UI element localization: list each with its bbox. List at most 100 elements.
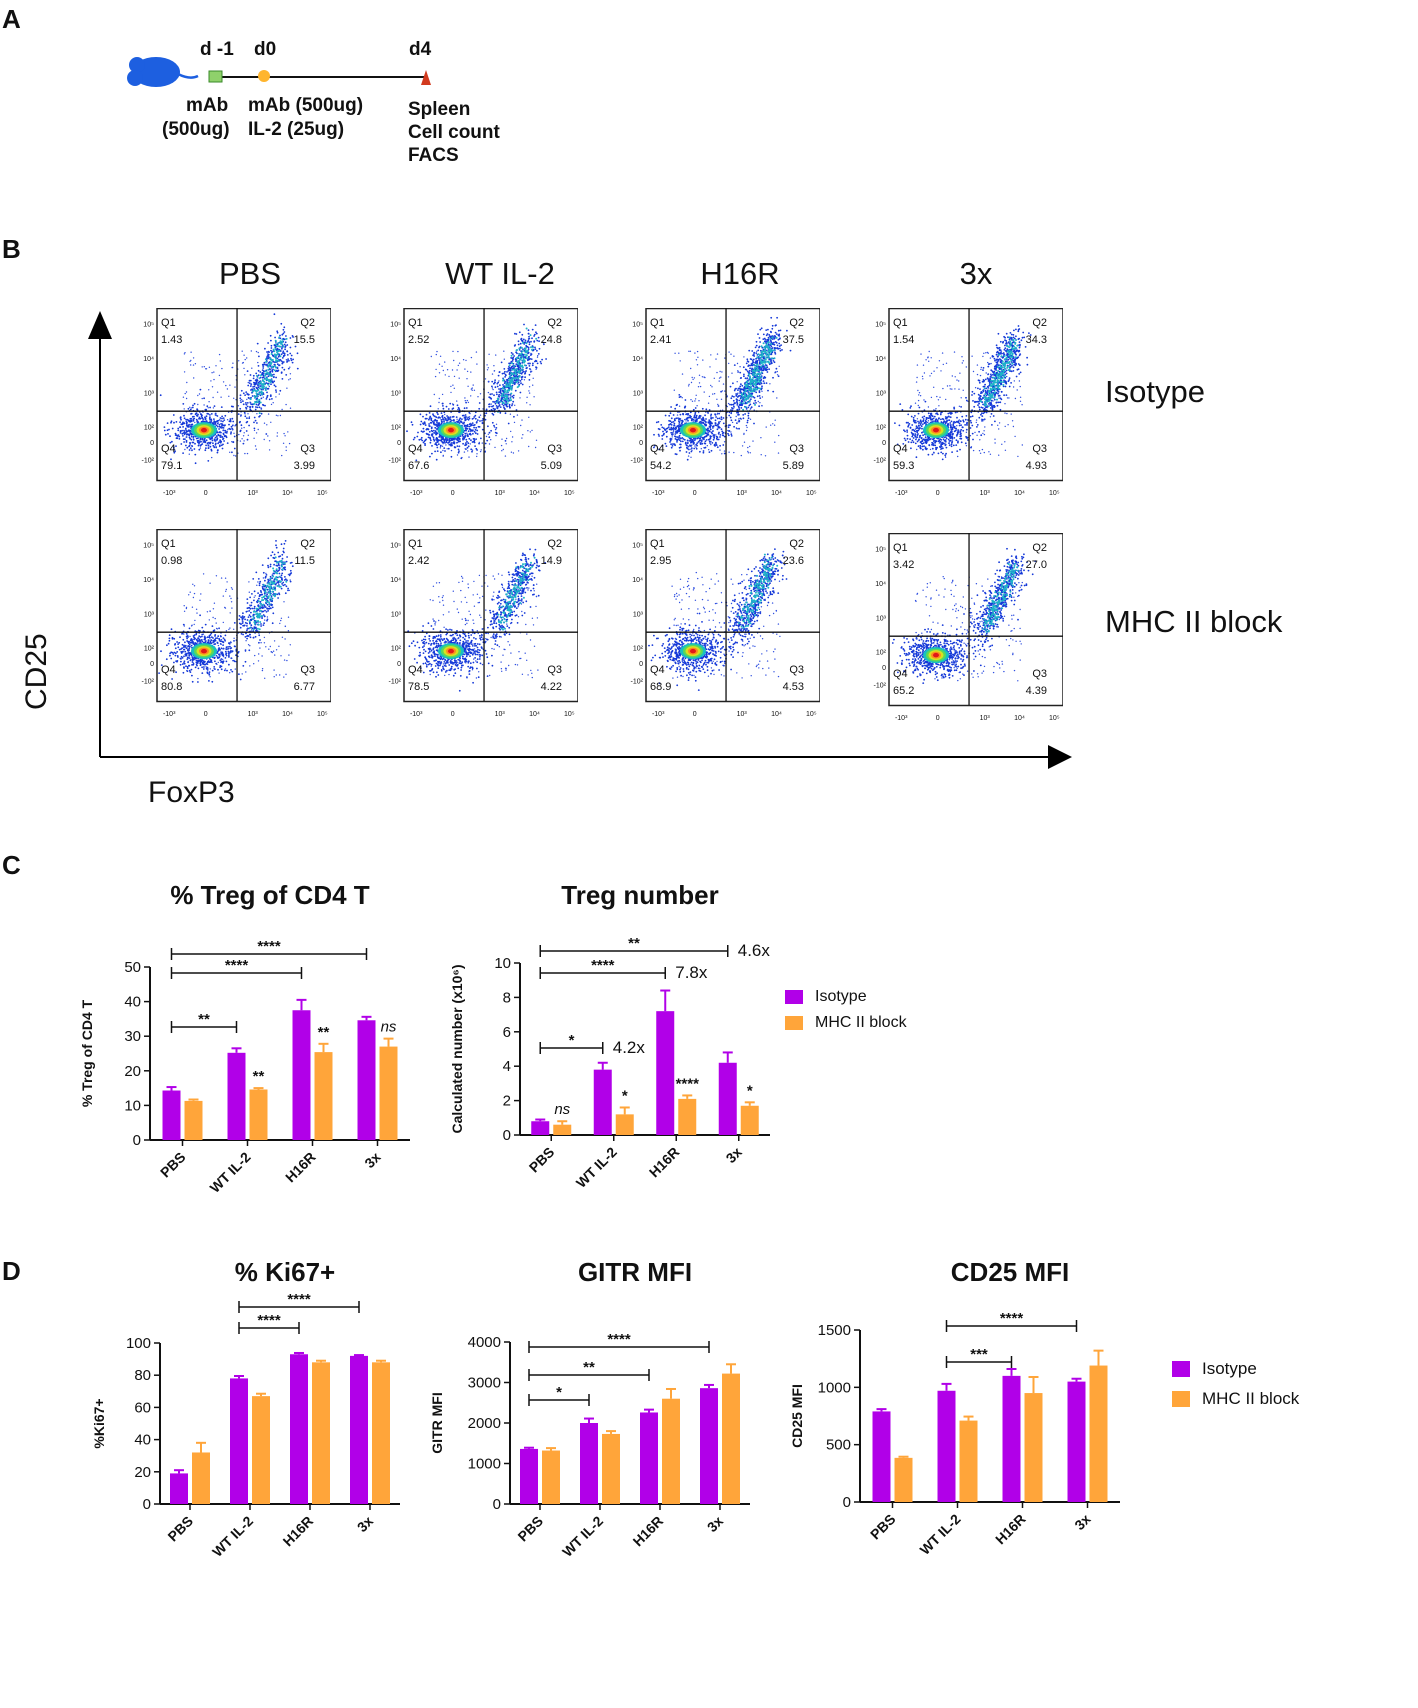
- c0-y-tick-label-3: 30: [124, 1028, 141, 1045]
- chart-gitr: 0 1000 2000 3000 4000 GITR MFI PBS WT IL-2 H16R 3…: [430, 1331, 750, 1560]
- flow-plot-isotype-wt-y-tick-1: 10⁴: [390, 356, 401, 363]
- c0-bar-isotype-3: [357, 1020, 376, 1140]
- flow-plot-isotype-h16r-q2-value: 37.5: [783, 334, 804, 346]
- c2-y-tick-label-3: 60: [134, 1399, 151, 1416]
- endpoint-triangle-icon: [421, 70, 431, 85]
- c3-bracket-0-label: *: [556, 1384, 562, 1401]
- c1-sig-mark-3: *: [747, 1082, 753, 1099]
- flow-plot-mhc-3x-q1-value: 3.42: [893, 559, 914, 571]
- flow-plot-mhc-wt-q3-name: Q3: [547, 664, 562, 676]
- flow-plot-isotype-pbs-x-tick-2: 10³: [248, 490, 259, 497]
- flow-plot-isotype-3x-q2-value: 34.3: [1026, 334, 1047, 346]
- chart-title-treg-number: Treg number: [561, 880, 719, 910]
- chart-treg-pct: 0 10 20 30 40 50 % Treg of CD4 T PBS WT IL-2 H16R…: [79, 938, 410, 1196]
- flow-plot-mhc-pbs-q2-name: Q2: [300, 538, 315, 550]
- c0-sig-mark-3: ns: [381, 1019, 397, 1036]
- c4-x-tick-label-1: WT IL-2: [917, 1511, 964, 1558]
- injection-dot-icon: [258, 70, 270, 82]
- flow-plot-isotype-wt-y-tick-3: 10²: [391, 425, 402, 432]
- flow-plot-isotype-pbs-y-tick-0: 10⁵: [143, 321, 154, 328]
- c0-bar-mhc-2: [314, 1052, 333, 1140]
- flow-plot-mhc-wt-y-tick-0: 10⁵: [390, 542, 401, 549]
- c3-y-tick-label-3: 3000: [468, 1375, 501, 1392]
- flow-plot-isotype-3x-density: [894, 325, 1032, 461]
- flow-plot-mhc-pbs-q2-value: 11.5: [294, 555, 315, 567]
- flow-plot-mhc-3x-q3-name: Q3: [1032, 668, 1047, 680]
- flow-plot-isotype-wt-q3-name: Q3: [547, 443, 562, 455]
- flow-plot-mhc-h16r-density: [648, 548, 788, 691]
- flow-plot-isotype-pbs-y-tick-3: 10²: [144, 425, 155, 432]
- c3-bar-isotype-2: [640, 1412, 658, 1504]
- c0-bar-mhc-1: [249, 1089, 268, 1140]
- chart-title-ki67: % Ki67+: [234, 1257, 336, 1287]
- c0-bar-isotype-1: [227, 1052, 246, 1140]
- flow-plot-mhc-h16r-q4-name: Q4: [650, 664, 665, 676]
- flow-plot-mhc-3x-x-tick-0: -10³: [895, 715, 908, 722]
- c2-bar-mhc-2: [312, 1362, 330, 1504]
- flow-plot-isotype-3x-x-tick-1: 0: [936, 490, 940, 497]
- day-4-label: d4: [409, 39, 432, 60]
- flow-plot-mhc-3x-x-tick-3: 10⁴: [1014, 715, 1025, 722]
- c0-sig-mark-1: **: [253, 1068, 265, 1085]
- flow-plot-isotype-wt-q3-value: 5.09: [541, 460, 562, 472]
- flow-plot-mhc-wt-y-tick-1: 10⁴: [390, 577, 401, 584]
- flow-plot-mhc-3x-y-tick-4: 0: [882, 665, 886, 672]
- flow-plot-isotype-3x-y-tick-0: 10⁵: [875, 321, 886, 328]
- flow-plot-isotype-h16r-q2-name: Q2: [789, 317, 804, 329]
- flow-plot-isotype-h16r: Q1 2.41 Q2 37.5 Q3 5.89 Q4 54.2 10⁵ 10⁴ 10³ 10² 0 -10…: [631, 308, 820, 497]
- legend-d: Isotype MHC II block: [1172, 1354, 1299, 1414]
- c4-bar-isotype-0: [872, 1411, 891, 1502]
- c1-x-tick-label-0: PBS: [526, 1144, 558, 1176]
- flow-plot-mhc-wt-q4-name: Q4: [408, 664, 423, 676]
- flow-plot-isotype-pbs-x-tick-3: 10⁴: [282, 490, 293, 497]
- flow-plot-isotype-3x-y-tick-5: -10²: [874, 457, 887, 464]
- flow-plot-isotype-wt-q1-value: 2.52: [408, 334, 429, 346]
- flow-plot-isotype-pbs-q4-name: Q4: [161, 443, 176, 455]
- c1-bracket-0-fold: 4.2x: [613, 1038, 646, 1057]
- flow-plot-mhc-h16r-q3-value: 4.53: [783, 681, 804, 693]
- flow-plot-isotype-wt-y-tick-5: -10²: [389, 457, 402, 464]
- c1-bracket-2-fold: 4.6x: [738, 941, 771, 960]
- flow-plot-mhc-h16r-y-tick-0: 10⁵: [632, 542, 643, 549]
- flow-plot-isotype-h16r-q3-name: Q3: [789, 443, 804, 455]
- c4-x-tick-label-3: 3x: [1071, 1511, 1093, 1533]
- flow-plot-isotype-pbs-q1-value: 1.43: [161, 334, 182, 346]
- flow-plot-mhc-h16r-y-tick-3: 10²: [633, 646, 644, 653]
- c3-bar-isotype-0: [520, 1448, 538, 1504]
- flow-plot-mhc-h16r-x-tick-0: -10³: [652, 711, 665, 718]
- legend-d-swatch-mhc: [1172, 1391, 1190, 1407]
- c0-bar-mhc-3: [379, 1046, 398, 1140]
- c0-bar-isotype-0: [162, 1090, 181, 1140]
- c0-y-tick-label-0: 0: [133, 1132, 141, 1149]
- flow-plot-mhc-h16r-x-tick-2: 10³: [737, 711, 748, 718]
- timeline-note-d0-line2: IL-2 (25ug): [248, 119, 345, 140]
- flow-plot-mhc-h16r-x-tick-3: 10⁴: [771, 711, 782, 718]
- c1-sig-mark-0: ns: [554, 1101, 570, 1118]
- panel-label-d: D: [2, 1256, 21, 1286]
- c0-bar-isotype-2: [292, 1010, 311, 1140]
- flow-plot-mhc-wt-q2-name: Q2: [547, 538, 562, 550]
- flow-plot-isotype-h16r-x-tick-4: 10⁵: [806, 490, 817, 497]
- flow-plot-mhc-h16r-q2-value: 23.6: [783, 555, 804, 567]
- c3-bar-mhc-0: [542, 1450, 560, 1504]
- c4-bar-mhc-0: [894, 1457, 913, 1502]
- flow-plot-mhc-wt-q1-name: Q1: [408, 538, 423, 550]
- c2-bar-isotype-2: [290, 1354, 308, 1504]
- flow-plot-isotype-3x-q2-name: Q2: [1032, 317, 1047, 329]
- panel-label-a: A: [2, 4, 21, 34]
- flow-plot-mhc-3x-y-tick-0: 10⁵: [875, 546, 886, 553]
- flow-plot-isotype-pbs-y-tick-2: 10³: [144, 390, 155, 397]
- flow-plot-mhc-3x-q4-name: Q4: [893, 668, 908, 680]
- legend-item-mhc: MHC II block: [785, 1010, 907, 1036]
- c2-bar-mhc-3: [372, 1362, 390, 1504]
- flow-plot-isotype-h16r-q4-value: 54.2: [650, 460, 671, 472]
- c2-bar-mhc-1: [252, 1396, 270, 1504]
- c2-y-label: %Ki67+: [91, 1398, 107, 1448]
- flow-plot-mhc-h16r-y-tick-4: 0: [639, 661, 643, 668]
- flow-plot-isotype-h16r-y-tick-2: 10³: [633, 390, 644, 397]
- flow-y-axis-label: CD25: [20, 633, 53, 710]
- c1-sig-mark-1: *: [622, 1087, 628, 1104]
- c3-y-label: GITR MFI: [430, 1392, 445, 1453]
- c1-x-tick-label-3: 3x: [723, 1144, 745, 1166]
- flow-plot-isotype-3x-q3-name: Q3: [1032, 443, 1047, 455]
